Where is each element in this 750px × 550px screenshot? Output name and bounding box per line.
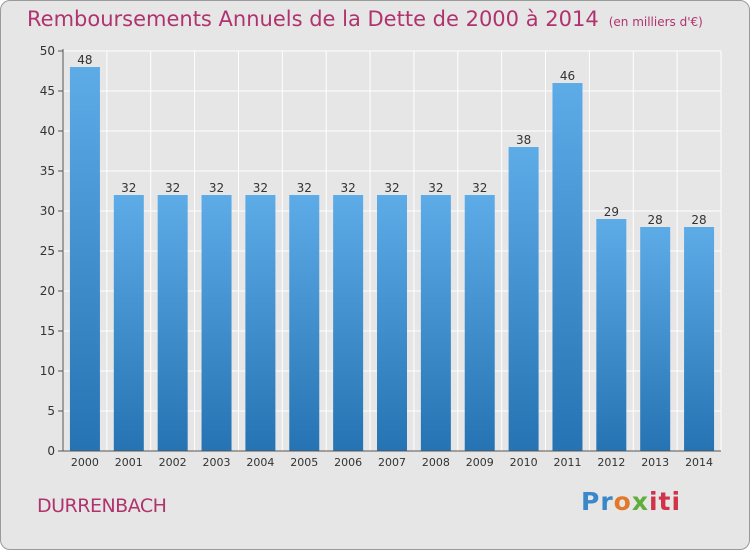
logo-part: Pr (581, 487, 614, 516)
data-label: 32 (253, 181, 268, 195)
axes (58, 49, 721, 452)
x-tick-label: 2013 (641, 456, 669, 469)
y-tick-label: 35 (40, 164, 55, 178)
logo-part: x (631, 487, 649, 516)
commune-name: DURRENBACH (37, 495, 167, 517)
bar (596, 219, 627, 451)
unit-label: (en milliers d'€) (608, 15, 703, 29)
proxiti-logo: Proxiti (581, 487, 681, 516)
x-tick-label: 2002 (159, 456, 187, 469)
bar (201, 195, 232, 451)
bar (289, 195, 320, 451)
data-label: 46 (560, 69, 575, 83)
data-label: 32 (209, 181, 224, 195)
bar (552, 83, 583, 451)
data-label: 28 (648, 213, 663, 227)
bar (113, 195, 144, 451)
y-tick-label: 40 (40, 124, 55, 138)
bar (377, 195, 407, 451)
data-label: 32 (165, 181, 180, 195)
logo-part: o (613, 487, 632, 516)
x-tick-label: 2000 (71, 456, 99, 469)
bar (69, 67, 100, 451)
title-text: Remboursements Annuels de la Dette de 20… (27, 7, 599, 31)
x-tick-label: 2012 (597, 456, 625, 469)
x-tick-label: 2009 (466, 456, 494, 469)
bar (245, 195, 276, 451)
x-tick-label: 2004 (246, 456, 274, 469)
data-label: 38 (516, 133, 531, 147)
labels: 0 5 10 15 20 25 30 35 40 45 50 48 2000 32 2001 32 2002 32… (40, 44, 713, 469)
bar (684, 227, 715, 451)
y-tick-label: 50 (40, 44, 55, 58)
x-tick-label: 2001 (115, 456, 143, 469)
y-tick-label: 15 (40, 324, 55, 338)
data-label: 48 (77, 53, 92, 67)
x-tick-label: 2008 (422, 456, 450, 469)
bar (157, 195, 188, 451)
data-label: 32 (472, 181, 487, 195)
x-tick-label: 2005 (290, 456, 318, 469)
x-tick-label: 2014 (685, 456, 713, 469)
y-tick-label: 0 (47, 444, 55, 458)
data-label: 28 (691, 213, 706, 227)
x-tick-label: 2007 (378, 456, 406, 469)
data-label: 32 (384, 181, 399, 195)
logo-part: iti (648, 487, 682, 516)
data-label: 32 (340, 181, 355, 195)
bar (333, 195, 364, 451)
bar (508, 147, 539, 451)
y-tick-label: 10 (40, 364, 55, 378)
y-tick-label: 20 (40, 284, 55, 298)
y-tick-label: 25 (40, 244, 55, 258)
x-tick-label: 2011 (553, 456, 581, 469)
bar (420, 195, 451, 451)
y-tick-label: 30 (40, 204, 55, 218)
x-tick-label: 2010 (510, 456, 538, 469)
x-tick-label: 2006 (334, 456, 362, 469)
data-label: 32 (121, 181, 136, 195)
bars (69, 67, 715, 451)
bar (464, 195, 495, 451)
chart-title: Remboursements Annuels de la Dette de 20… (27, 7, 703, 31)
data-label: 29 (604, 205, 619, 219)
bar (640, 227, 671, 451)
data-label: 32 (297, 181, 312, 195)
x-tick-label: 2003 (203, 456, 231, 469)
y-tick-label: 45 (40, 84, 55, 98)
y-tick-label: 5 (47, 404, 55, 418)
data-label: 32 (428, 181, 443, 195)
